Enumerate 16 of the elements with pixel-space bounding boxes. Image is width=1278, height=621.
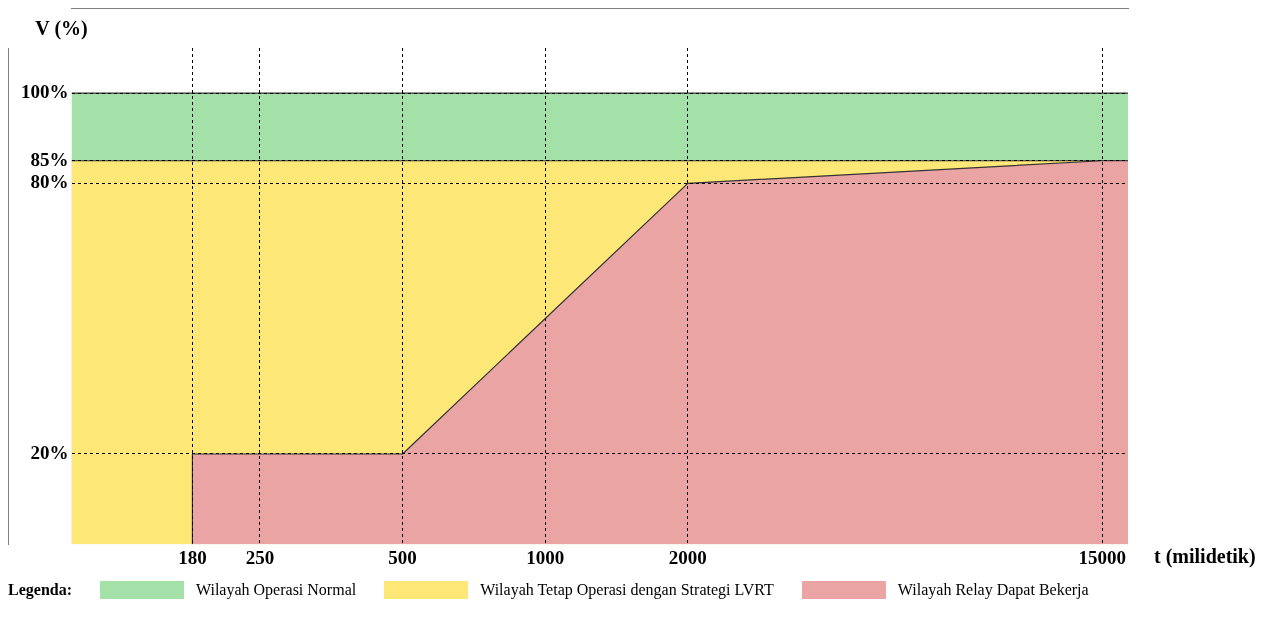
y-tick-label: 100% xyxy=(21,81,69,103)
text: Wilayah Tetap Operasi dengan Strategi LVRT xyxy=(480,581,774,599)
y-tick-label: 85% xyxy=(30,148,69,170)
x-axis-title: t (milidetik) xyxy=(1154,545,1256,569)
x-tick-label: 250 xyxy=(245,546,275,568)
legend-title: Legenda: xyxy=(8,581,72,599)
x-tick-label: 1000 xyxy=(526,546,565,568)
x-tick-label: 2000 xyxy=(668,546,707,568)
y-tick-label: 20% xyxy=(30,441,69,463)
text: Wilayah Operasi Normal xyxy=(196,581,357,599)
y-tick-label: 80% xyxy=(30,171,69,193)
y-axis-title: V (%) xyxy=(35,17,88,41)
x-tick-label: 180 xyxy=(178,546,207,568)
x-tick-label: 15000 xyxy=(1078,546,1126,568)
text: Wilayah Relay Dapat Bekerja xyxy=(897,581,1089,599)
x-tick-label: 500 xyxy=(388,546,417,568)
